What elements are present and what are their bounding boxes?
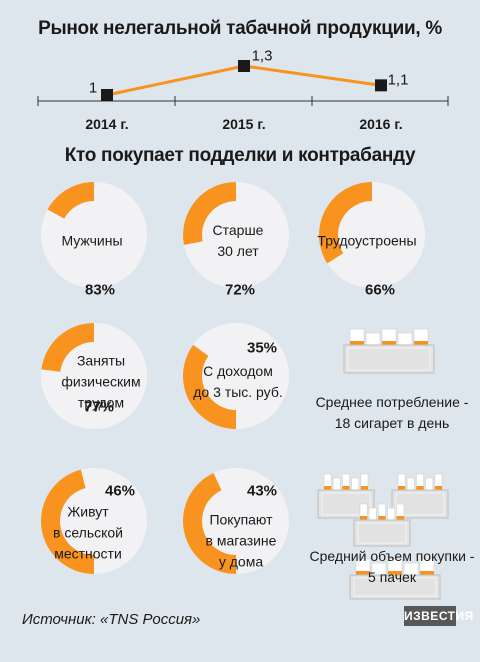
pack-body (349, 574, 441, 600)
x-tick-label: 2014 г. (85, 116, 129, 132)
donut-chart (183, 181, 289, 288)
pack-edge (321, 492, 371, 516)
donut-percent: 72% (224, 281, 256, 299)
cigarette-pack (343, 328, 435, 374)
data-point-marker (238, 60, 250, 72)
value-label-2014: 1 (88, 79, 98, 97)
donut-label: Живут в сельской местности (53, 503, 123, 562)
donut-percent: 46% (104, 482, 136, 500)
donut-label: Заняты физическим трудом (61, 352, 141, 411)
cigarette-pack (353, 503, 411, 547)
donut-segment (41, 469, 94, 574)
data-point-marker (101, 89, 113, 101)
data-point-marker (375, 79, 387, 92)
donut-segment (319, 182, 372, 264)
avg-consumption-text: Среднее потребление -18 сигарет в день (315, 394, 469, 431)
pack-body (343, 344, 435, 374)
donut-label: Мужчины (61, 232, 123, 249)
donut-segment (47, 182, 94, 219)
avg-purchase-text: Средний объем покупки -5 пачек (309, 548, 475, 585)
izvestia-logo: ИЗВЕСТИЯ (404, 606, 473, 626)
donut-chart (41, 323, 147, 429)
cigarette-pack (317, 473, 375, 519)
donut-percent: 43% (246, 482, 278, 500)
value-label-2015: 1,3 (251, 47, 273, 65)
donut-segment (183, 344, 236, 429)
donut-segment (41, 323, 94, 372)
main-title: Рынок нелегальной табачной продукции, % (38, 18, 442, 39)
donut-percent: 77% (83, 398, 115, 416)
donut-chart (183, 468, 289, 574)
cigarette-pack (349, 558, 441, 600)
illegal-tobacco-line-chart (37, 60, 449, 106)
cigarette-pack-illustrations (317, 328, 449, 600)
section-title: Кто покупает подделки и контрабанду (64, 145, 416, 166)
buyer-donut-charts (41, 181, 425, 574)
source-note: Источник: «TNS Россия» (22, 611, 201, 628)
donut-segment (183, 181, 236, 245)
pack-body (353, 519, 411, 547)
pack-edge (347, 347, 431, 371)
pack-edge (353, 577, 437, 597)
pack-edge (357, 522, 407, 544)
x-tick-label: 2015 г. (222, 116, 266, 132)
donut-label: Трудоустроены (317, 232, 417, 249)
donut-chart (319, 182, 425, 288)
donut-percent: 35% (246, 339, 278, 357)
value-label-2016: 1,1 (387, 71, 409, 89)
pack-edge (395, 492, 445, 516)
donut-label: Покупают в магазине у дома (205, 511, 277, 570)
donut-label: Старше 30 лет (212, 222, 264, 259)
x-tick-label: 2016 г. (359, 116, 403, 132)
donut-label: С доходом до 3 тыс. руб. (193, 363, 283, 400)
donut-chart (41, 468, 147, 574)
donut-chart (183, 323, 289, 429)
donut-percent: 83% (84, 281, 116, 299)
donut-percent: 66% (364, 281, 396, 299)
donut-chart (41, 182, 147, 288)
donut-segment (183, 473, 236, 574)
